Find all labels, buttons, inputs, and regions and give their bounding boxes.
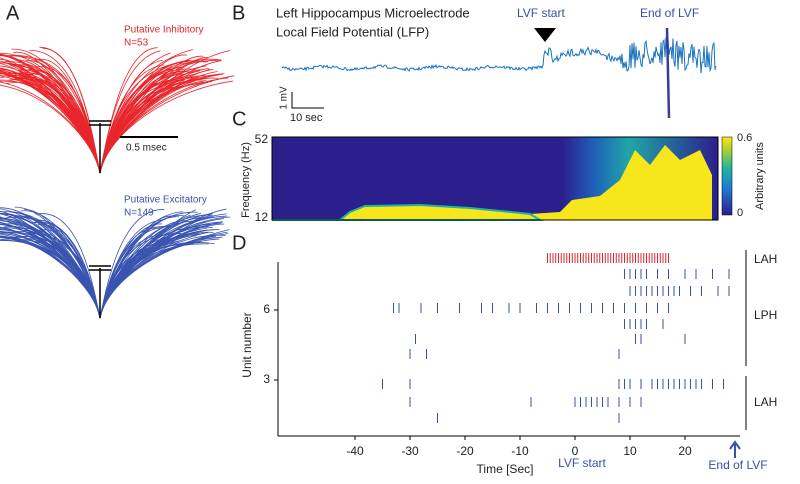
waveform (0, 240, 215, 319)
error-bar (89, 120, 111, 173)
spectrogram-frame (271, 136, 719, 221)
x-tick-label: -20 (456, 444, 474, 458)
scale-bars (291, 92, 324, 109)
panel-label: C (232, 108, 246, 130)
waveform (0, 71, 225, 174)
y-tick-label: 12 (255, 210, 269, 224)
x-tick-label: 20 (678, 444, 692, 458)
colorbar-tick: 0.6 (737, 132, 752, 144)
waveform (0, 235, 214, 319)
group-title: Putative Excitatory (124, 195, 207, 206)
axis-label: Unit number (240, 312, 254, 377)
axis-label: Time [Sec] (477, 462, 534, 476)
x-tick-label: -40 (346, 444, 364, 458)
x-tick-label: -10 (511, 444, 529, 458)
y-tick-label: 6 (263, 302, 270, 316)
waveform (0, 238, 202, 319)
lfp-trace (281, 37, 717, 74)
group-label: LAH (754, 395, 777, 409)
panel-label: B (232, 2, 245, 24)
inhibitory-waveforms (0, 46, 235, 174)
y-tick-label: 52 (255, 132, 269, 146)
waveform (0, 65, 214, 174)
y-tick-label: 3 (263, 372, 270, 386)
waveform (0, 74, 220, 174)
annotation: LVF start (517, 6, 565, 20)
waveform (0, 235, 217, 319)
waveform (0, 74, 212, 174)
group-label: LPH (754, 308, 777, 322)
spectrogram-edge (272, 203, 544, 221)
scale-label: 10 sec (290, 112, 323, 124)
group-title: Putative Inhibitory (124, 25, 204, 36)
end-marker (665, 27, 671, 119)
title: Local Field Potential (LFP) (276, 24, 429, 39)
axis-label: Frequency (Hz) (240, 142, 252, 218)
raster-panel: D -40 -30 -20 -10 0 10 20 6 3 LAH LPH LAH Time [Sec] U… (232, 232, 777, 476)
error-bar (89, 265, 111, 318)
colorbar (721, 136, 733, 216)
spectrogram-band (340, 145, 712, 220)
annotation: End of LVF (640, 6, 699, 20)
x-tick-label: 10 (623, 444, 637, 458)
colorbar-tick: 0 (737, 207, 743, 219)
excitatory-waveforms (0, 206, 231, 319)
scale-label: 1 mV (279, 86, 290, 110)
annotation: LVF start (558, 456, 606, 470)
panel-label: D (232, 232, 246, 254)
scale-label: 0.5 msec (126, 143, 167, 154)
colorbar-label: Arbitrary units (754, 142, 766, 210)
panel-label: A (6, 2, 20, 24)
x-tick-label: 0 (572, 444, 579, 458)
x-tick-label: -30 (401, 444, 419, 458)
title: Left Hippocampus Microelectrode (276, 5, 470, 20)
arrowhead (534, 28, 556, 42)
group-label: LAH (754, 252, 777, 266)
waveform (0, 239, 209, 319)
group-count: N=53 (124, 38, 149, 49)
arrow (729, 440, 741, 458)
group-count: N=149 (124, 208, 154, 219)
annotation: End of LVF (708, 458, 767, 472)
